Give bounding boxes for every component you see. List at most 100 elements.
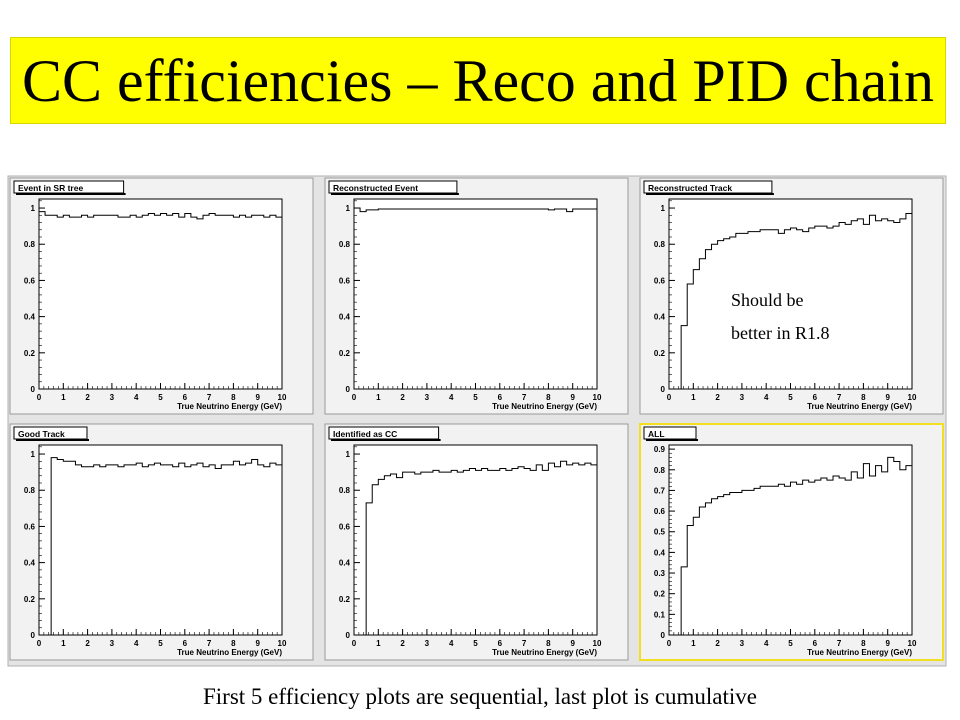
x-tick-label: 10 bbox=[278, 639, 287, 648]
x-tick-label: 3 bbox=[740, 639, 745, 648]
x-axis-label: True Neutrino Energy (GeV) bbox=[177, 402, 282, 411]
annotation-note: Should be better in R1.8 bbox=[731, 290, 829, 343]
y-tick-label: 0.4 bbox=[339, 559, 351, 568]
y-tick-label: 0.4 bbox=[24, 313, 36, 322]
x-tick-label: 9 bbox=[570, 393, 575, 402]
y-tick-label: 0.8 bbox=[24, 240, 36, 249]
efficiency-histogram bbox=[38, 211, 283, 389]
page-title: CC efficiencies – Reco and PID chain bbox=[22, 48, 934, 114]
y-tick-label: 0 bbox=[661, 631, 666, 640]
x-tick-label: 8 bbox=[861, 393, 866, 402]
x-tick-label: 0 bbox=[667, 639, 672, 648]
x-tick-label: 4 bbox=[764, 393, 769, 402]
plot-title-shadow bbox=[16, 439, 89, 441]
plot-title: Good Track bbox=[18, 429, 65, 439]
y-tick-label: 0.4 bbox=[654, 548, 666, 557]
plot-title: Event in SR tree bbox=[18, 183, 83, 193]
x-tick-label: 3 bbox=[110, 393, 115, 402]
x-tick-label: 6 bbox=[183, 639, 188, 648]
x-tick-label: 7 bbox=[837, 639, 842, 648]
efficiency-histogram bbox=[353, 207, 598, 389]
x-tick-label: 2 bbox=[85, 393, 90, 402]
plot-title: Reconstructed Track bbox=[648, 183, 732, 193]
y-tick-label: 0.8 bbox=[339, 486, 351, 495]
x-tick-label: 8 bbox=[546, 639, 551, 648]
efficiency-histogram bbox=[39, 457, 283, 636]
y-tick-label: 0.6 bbox=[339, 276, 351, 285]
y-tick-label: 0.2 bbox=[654, 590, 666, 599]
x-tick-label: 5 bbox=[158, 639, 163, 648]
x-tick-label: 10 bbox=[278, 393, 287, 402]
x-tick-label: 0 bbox=[352, 393, 357, 402]
y-tick-label: 0.8 bbox=[339, 240, 351, 249]
plot-title-shadow bbox=[331, 193, 459, 195]
plot-area bbox=[38, 444, 283, 636]
y-tick-label: 0.2 bbox=[24, 595, 36, 604]
x-tick-label: 1 bbox=[61, 393, 66, 402]
y-tick-label: 0.8 bbox=[654, 466, 666, 475]
annotation-line-2: better in R1.8 bbox=[731, 323, 829, 343]
x-tick-label: 3 bbox=[740, 393, 745, 402]
slide-caption: First 5 efficiency plots are sequential,… bbox=[203, 684, 757, 709]
x-tick-label: 4 bbox=[764, 639, 769, 648]
y-tick-label: 0.9 bbox=[654, 445, 666, 454]
x-tick-label: 0 bbox=[37, 639, 42, 648]
plot-title: ALL bbox=[648, 429, 665, 439]
x-tick-label: 2 bbox=[85, 639, 90, 648]
title-banner: CC efficiencies – Reco and PID chain bbox=[10, 37, 946, 124]
y-tick-label: 0.3 bbox=[654, 569, 666, 578]
plot-area bbox=[353, 444, 598, 636]
x-tick-label: 7 bbox=[207, 393, 212, 402]
efficiency-histogram bbox=[354, 460, 598, 636]
x-tick-label: 10 bbox=[593, 393, 602, 402]
y-tick-label: 0.4 bbox=[339, 313, 351, 322]
y-tick-label: 0.6 bbox=[654, 507, 666, 516]
x-tick-label: 7 bbox=[522, 639, 527, 648]
x-tick-label: 5 bbox=[788, 639, 793, 648]
y-tick-label: 0.7 bbox=[654, 486, 666, 495]
plot-area bbox=[38, 198, 283, 390]
y-tick-label: 1 bbox=[31, 204, 36, 213]
y-tick-label: 0.1 bbox=[654, 610, 666, 619]
y-tick-label: 1 bbox=[346, 204, 351, 213]
plot-area bbox=[668, 198, 913, 390]
annotation-line-1: Should be bbox=[731, 290, 804, 310]
plot-title-shadow bbox=[646, 193, 774, 195]
y-tick-label: 0.2 bbox=[339, 349, 351, 358]
x-tick-label: 9 bbox=[570, 639, 575, 648]
plot-title: Identified as CC bbox=[333, 429, 397, 439]
y-tick-label: 0.5 bbox=[654, 528, 666, 537]
x-tick-label: 2 bbox=[400, 393, 405, 402]
y-tick-label: 0.2 bbox=[339, 595, 351, 604]
x-tick-label: 9 bbox=[885, 639, 890, 648]
x-tick-label: 6 bbox=[813, 639, 818, 648]
x-tick-label: 8 bbox=[861, 639, 866, 648]
y-tick-label: 0 bbox=[661, 385, 666, 394]
y-tick-label: 0 bbox=[31, 385, 36, 394]
x-tick-label: 10 bbox=[908, 639, 917, 648]
x-tick-label: 2 bbox=[715, 639, 720, 648]
x-tick-label: 6 bbox=[813, 393, 818, 402]
x-tick-label: 5 bbox=[788, 393, 793, 402]
x-axis-label: True Neutrino Energy (GeV) bbox=[492, 648, 597, 657]
y-tick-label: 0 bbox=[346, 385, 351, 394]
x-tick-label: 4 bbox=[449, 639, 454, 648]
x-tick-label: 3 bbox=[425, 639, 430, 648]
x-tick-label: 4 bbox=[134, 639, 139, 648]
y-tick-label: 0.6 bbox=[654, 276, 666, 285]
y-tick-label: 1 bbox=[661, 204, 666, 213]
x-tick-label: 7 bbox=[522, 393, 527, 402]
x-axis-label: True Neutrino Energy (GeV) bbox=[177, 648, 282, 657]
x-tick-label: 8 bbox=[231, 393, 236, 402]
x-tick-label: 4 bbox=[134, 393, 139, 402]
plot-area bbox=[668, 444, 913, 636]
x-tick-label: 8 bbox=[546, 393, 551, 402]
y-tick-label: 1 bbox=[346, 450, 351, 459]
x-tick-label: 4 bbox=[449, 393, 454, 402]
y-tick-label: 0 bbox=[31, 631, 36, 640]
